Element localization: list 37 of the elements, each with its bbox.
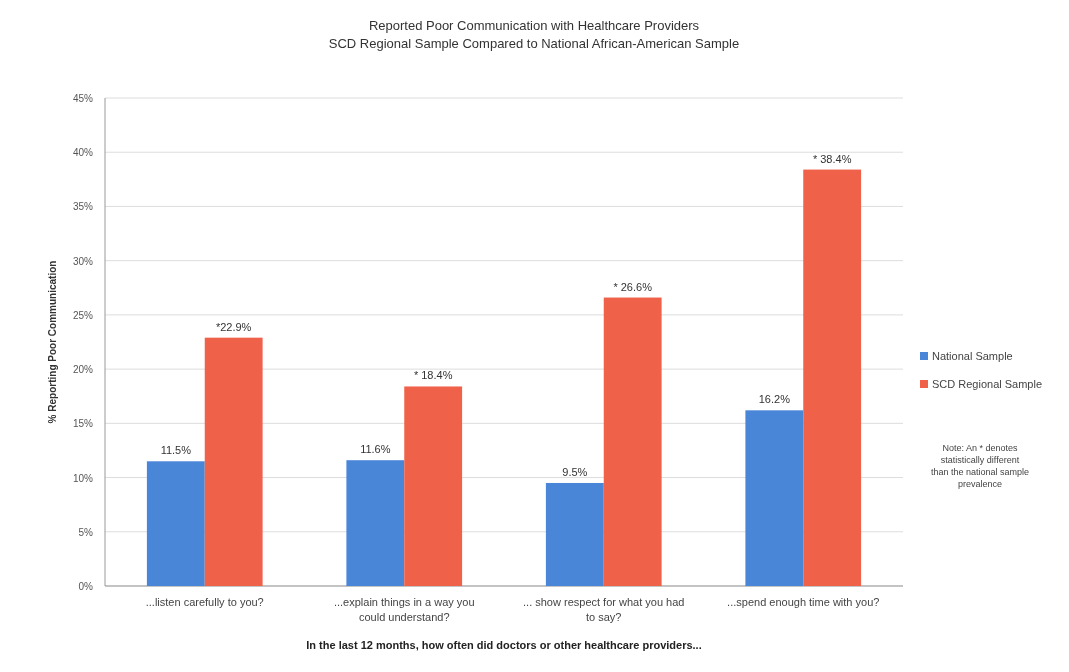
data-label: * 18.4%: [413, 369, 453, 382]
data-label: * 26.6%: [613, 280, 653, 293]
bar: [803, 169, 862, 586]
bar: [204, 337, 263, 586]
x-tick-label: ...listen carefully to you?: [145, 596, 264, 608]
bar: [146, 461, 205, 586]
bar: [745, 410, 804, 586]
y-tick-label: 25%: [72, 309, 94, 321]
text: Note: An * denotes statistically different than the national sample prevalence: [930, 443, 1030, 489]
chart-subtitle: SCD Regional Sample Compared to National African-American Sample: [328, 36, 740, 51]
data-label: 11.5%: [160, 444, 192, 457]
bar: [346, 460, 405, 586]
y-tick-label: 45%: [72, 93, 94, 104]
y-tick-label: 15%: [72, 418, 94, 430]
data-label: 16.2%: [758, 393, 791, 406]
legend-label: National Sample: [932, 350, 1013, 362]
y-tick-label: 10%: [72, 472, 94, 484]
bar: [603, 297, 662, 586]
y-tick-label: 30%: [72, 255, 94, 267]
data-label: * 38.4%: [812, 152, 852, 165]
x-axis-title: In the last 12 months, how often did doctors or other healthcare providers...: [306, 639, 702, 651]
data-label: 11.6%: [360, 443, 391, 456]
y-tick-label: 40%: [72, 147, 94, 159]
x-tick-label: ...spend enough time with you?: [727, 596, 880, 608]
legend-label: SCD Regional Sample: [932, 378, 1043, 390]
data-label: 9.5%: [562, 465, 588, 478]
data-label: *22.9%: [215, 320, 252, 333]
chart-title: Reported Poor Communication with Healthcare Providers: [368, 18, 700, 33]
x-tick-label: ...explain things in a way you could understand?: [333, 596, 475, 623]
y-tick-label: 35%: [72, 201, 94, 213]
bar: [404, 386, 463, 586]
y-tick-label: 5%: [78, 526, 94, 538]
x-tick-label: ... show respect for what you had to say?: [523, 596, 685, 623]
y-tick-label: 20%: [72, 364, 94, 376]
y-axis-title: % Reporting Poor Communication: [47, 260, 58, 424]
bar: [545, 482, 604, 586]
y-tick-label: 0%: [78, 581, 94, 592]
